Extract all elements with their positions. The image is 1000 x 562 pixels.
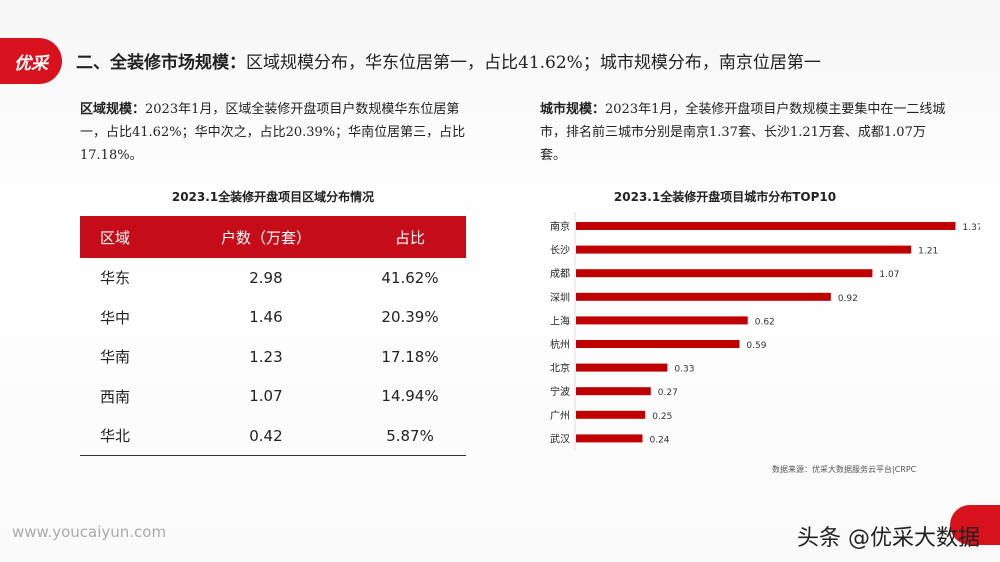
table-cell: 1.07 [249, 387, 283, 406]
data-label: 0.25 [652, 412, 672, 422]
data-label: 0.33 [674, 365, 694, 375]
table-title: 2023.1全装修开盘项目区域分布情况 [171, 190, 375, 204]
table-cell: 20.39% [381, 308, 439, 327]
table-cell: 华东 [100, 269, 131, 288]
region-summary: 区域规模：2023年1月，区域全装修开盘项目户数规模华东位居第一，占比41.62… [80, 102, 466, 163]
category-label: 上海 [550, 314, 570, 327]
page-title: 二、全装修市场规模：区域规模分布，华东位居第一，占比41.62%；城市规模分布，… [76, 53, 821, 73]
category-label: 南京 [550, 220, 570, 233]
category-label: 深圳 [550, 292, 570, 304]
table-cell: 2.98 [249, 268, 283, 287]
website-url: www.youcaiyun.com [12, 523, 167, 541]
table-row: 华南 1.23 17.18% [80, 337, 466, 377]
table-row: 西南 1.07 14.94% [80, 377, 466, 417]
chart-title: 2023.1全装修开盘项目城市分布TOP10 [613, 190, 837, 204]
category-label: 长沙 [550, 245, 570, 257]
city-summary: 城市规模：2023年1月，全装修开盘项目户数规模主要集中在一二线城市，排名前三城… [540, 102, 946, 163]
table-cell: 14.94% [381, 387, 439, 406]
table-row: 华中 1.46 20.39% [80, 298, 466, 338]
category-label: 北京 [550, 362, 570, 375]
data-label: 0.24 [649, 435, 669, 445]
bar [576, 387, 651, 396]
data-label: 1.37 [962, 223, 980, 233]
logo: 优采 [0, 38, 62, 84]
col-header: 区域 [80, 216, 178, 258]
watermark: 头条 @优采大数据 [797, 526, 980, 551]
city-bar-chart: 南京 1.37 长沙 1.21 成都 1.07 深圳 0.92 上海 0.62 杭州 0.59 北京 0.… [550, 212, 980, 450]
bar [576, 363, 668, 372]
category-label: 杭州 [550, 338, 570, 351]
category-label: 宁波 [550, 385, 570, 398]
bar [576, 340, 740, 348]
table-row: 华北 0.42 5.87% [80, 416, 466, 456]
corner-decoration [950, 505, 1000, 545]
bar [576, 434, 643, 443]
bar [576, 269, 873, 278]
region-table: 区域 户数（万套） 占比 华东 2.98 41.62% 华中 1.46 20.39% 华南 1… [80, 216, 466, 456]
table-cell: 华北 [80, 416, 178, 456]
col-header: 占比 [354, 216, 466, 258]
col-header: 户数（万套） [177, 216, 355, 258]
table-row: 华东 2.98 41.62% [80, 258, 466, 298]
category-label: 成都 [550, 268, 570, 280]
bar [576, 245, 912, 254]
data-label: 1.21 [918, 247, 938, 257]
table-cell: 1.23 [249, 347, 283, 366]
data-source: 数据来源：优采大数据服务云平台|CRPC [772, 465, 917, 474]
data-label: 0.59 [746, 341, 766, 351]
bar [576, 316, 748, 325]
category-label: 广州 [550, 410, 570, 422]
table-cell: 西南 [100, 387, 131, 406]
data-label: 1.07 [879, 270, 899, 280]
bar [576, 410, 646, 419]
data-label: 0.62 [755, 317, 775, 327]
bar [576, 292, 831, 301]
data-label: 0.92 [838, 294, 858, 304]
table-cell: 华南 [100, 348, 131, 367]
table-cell: 41.62% [381, 268, 439, 287]
table-cell: 0.42 [177, 416, 355, 456]
bar [576, 222, 956, 230]
category-label: 武汉 [550, 432, 570, 445]
table-cell: 17.18% [381, 347, 439, 366]
table-cell: 华中 [100, 308, 131, 327]
data-label: 0.27 [658, 388, 678, 398]
table-cell: 1.46 [249, 308, 283, 327]
table-cell: 5.87% [354, 416, 466, 456]
